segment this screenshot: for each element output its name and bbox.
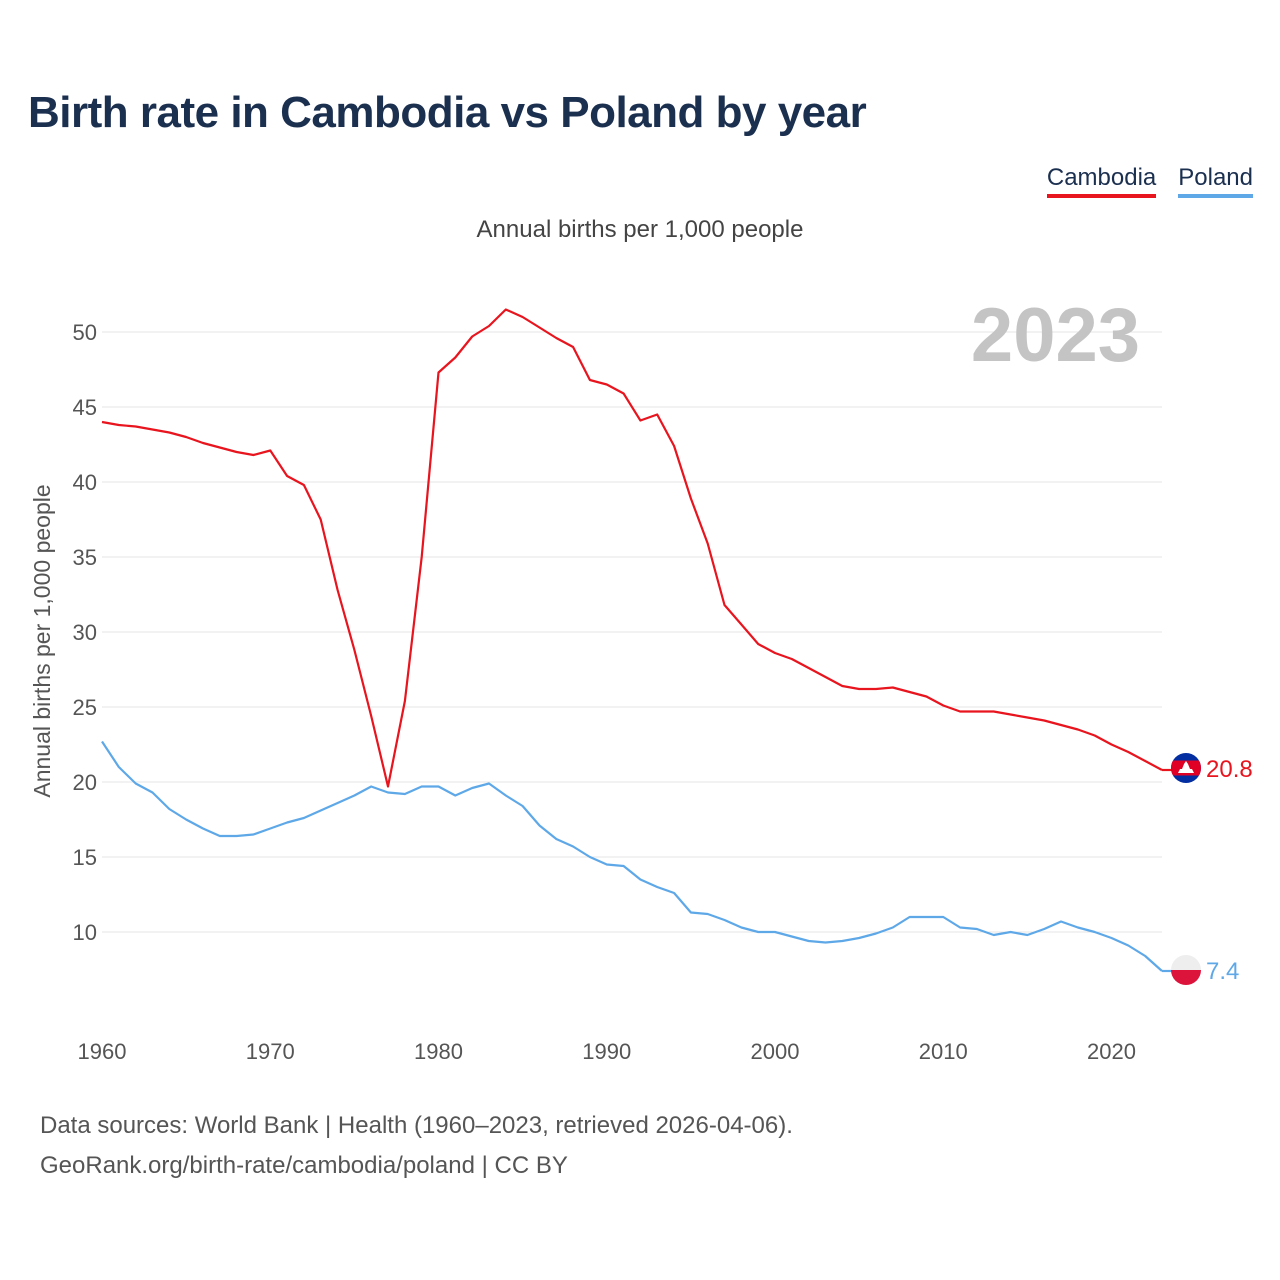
x-tick-label: 1990 <box>582 1039 631 1064</box>
x-tick-label: 2000 <box>751 1039 800 1064</box>
footer-source: Data sources: World Bank | Health (1960–… <box>40 1112 793 1139</box>
cambodia-end-value: 20.8 <box>1206 756 1253 783</box>
legend-item-poland[interactable]: Poland <box>1178 164 1253 198</box>
y-tick-label: 20 <box>73 770 97 795</box>
x-tick-label: 1960 <box>78 1039 127 1064</box>
y-tick-label: 50 <box>73 320 97 345</box>
year-watermark: 2023 <box>971 293 1140 378</box>
footer: Data sources: World Bank | Health (1960–… <box>40 1106 793 1186</box>
x-axis-ticks: 1960 1970 1980 1990 2000 2010 2020 <box>78 1039 1136 1064</box>
y-tick-label: 15 <box>73 845 97 870</box>
y-tick-label: 30 <box>73 620 97 645</box>
y-tick-label: 40 <box>73 470 97 495</box>
series-line-cambodia[interactable] <box>101 308 1163 788</box>
y-tick-label: 10 <box>73 920 97 945</box>
poland-end-value: 7.4 <box>1206 958 1239 985</box>
x-tick-label: 2010 <box>919 1039 968 1064</box>
y-axis-label: Annual births per 1,000 people <box>29 484 55 797</box>
poland-flag-icon <box>1171 955 1201 985</box>
cambodia-flag-icon <box>1171 753 1201 783</box>
y-tick-label: 45 <box>73 395 97 420</box>
series-line-poland[interactable] <box>101 740 1163 972</box>
end-markers: 20.8 7.4 <box>1171 753 1253 985</box>
x-tick-label: 1970 <box>246 1039 295 1064</box>
footer-url: GeoRank.org/birth-rate/cambodia/poland |… <box>40 1152 568 1179</box>
x-tick-label: 2020 <box>1087 1039 1136 1064</box>
y-axis-ticks: 10 15 20 25 30 35 40 45 50 <box>73 320 97 945</box>
legend: Cambodia Poland <box>1046 164 1253 198</box>
series-lines <box>101 308 1172 973</box>
grid-lines <box>102 331 1162 933</box>
y-tick-label: 35 <box>73 545 97 570</box>
chart-subtitle: Annual births per 1,000 people <box>476 216 804 243</box>
chart-title: Birth rate in Cambodia vs Poland by year <box>28 88 867 137</box>
y-tick-label: 25 <box>73 695 97 720</box>
x-tick-label: 1980 <box>414 1039 463 1064</box>
legend-item-cambodia[interactable]: Cambodia <box>1046 164 1157 198</box>
